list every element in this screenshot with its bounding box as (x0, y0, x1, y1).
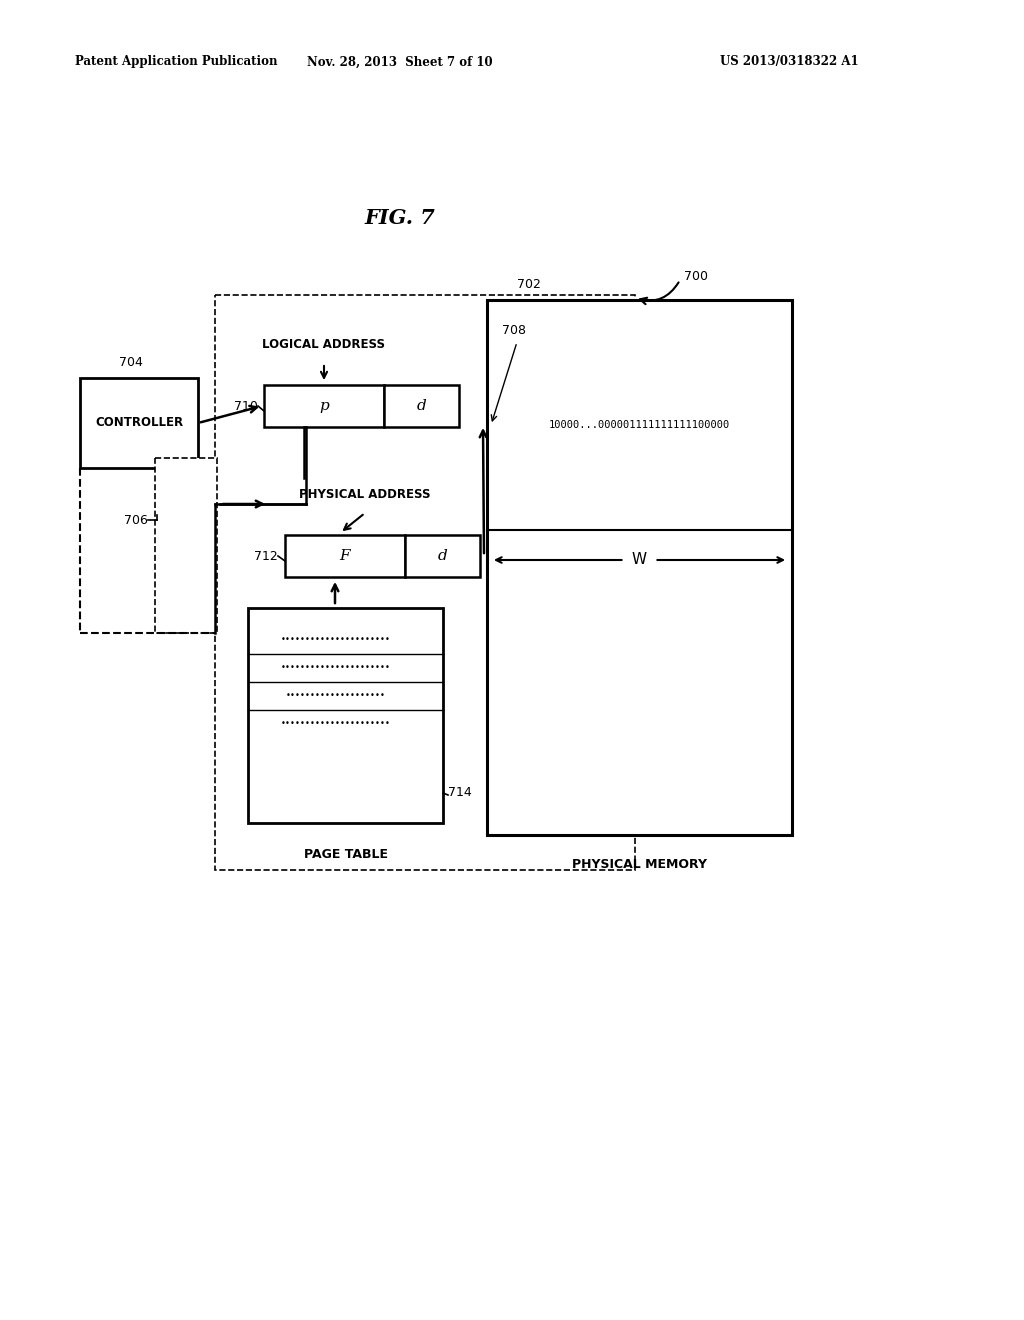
Text: 714: 714 (449, 787, 472, 800)
Text: 706: 706 (124, 513, 148, 527)
Text: W: W (632, 553, 647, 568)
Bar (215, 294, 635, 870)
Bar (384, 385, 459, 426)
Text: 708: 708 (502, 323, 526, 337)
Text: ••••••••••••••••••••••: •••••••••••••••••••••• (281, 635, 390, 644)
Bar (248, 609, 443, 822)
Text: F: F (340, 549, 350, 564)
Text: Nov. 28, 2013  Sheet 7 of 10: Nov. 28, 2013 Sheet 7 of 10 (307, 55, 493, 69)
Bar (80, 378, 198, 469)
Text: PHYSICAL MEMORY: PHYSICAL MEMORY (572, 858, 707, 871)
Bar (487, 300, 792, 836)
Text: ••••••••••••••••••••: •••••••••••••••••••• (286, 692, 385, 701)
Text: 704: 704 (119, 355, 143, 368)
Text: d: d (417, 399, 426, 413)
Text: LOGICAL ADDRESS: LOGICAL ADDRESS (262, 338, 385, 351)
Text: 700: 700 (684, 269, 708, 282)
Text: PHYSICAL ADDRESS: PHYSICAL ADDRESS (299, 488, 431, 502)
Text: 712: 712 (254, 549, 278, 562)
Bar (155, 458, 217, 634)
Text: p: p (319, 399, 329, 413)
Bar (406, 535, 480, 577)
Text: ••••••••••••••••••••••: •••••••••••••••••••••• (281, 664, 390, 672)
Text: 710: 710 (234, 400, 258, 412)
Bar (264, 385, 384, 426)
Text: 702: 702 (517, 277, 541, 290)
Bar (285, 535, 406, 577)
Text: 10000...000001111111111100000: 10000...000001111111111100000 (549, 420, 730, 430)
Text: d: d (437, 549, 447, 564)
Text: ••••••••••••••••••••••: •••••••••••••••••••••• (281, 719, 390, 729)
Text: FIG. 7: FIG. 7 (365, 209, 435, 228)
Text: US 2013/0318322 A1: US 2013/0318322 A1 (720, 55, 859, 69)
Text: PAGE TABLE: PAGE TABLE (303, 849, 387, 862)
Text: CONTROLLER: CONTROLLER (95, 417, 183, 429)
Text: Patent Application Publication: Patent Application Publication (75, 55, 278, 69)
